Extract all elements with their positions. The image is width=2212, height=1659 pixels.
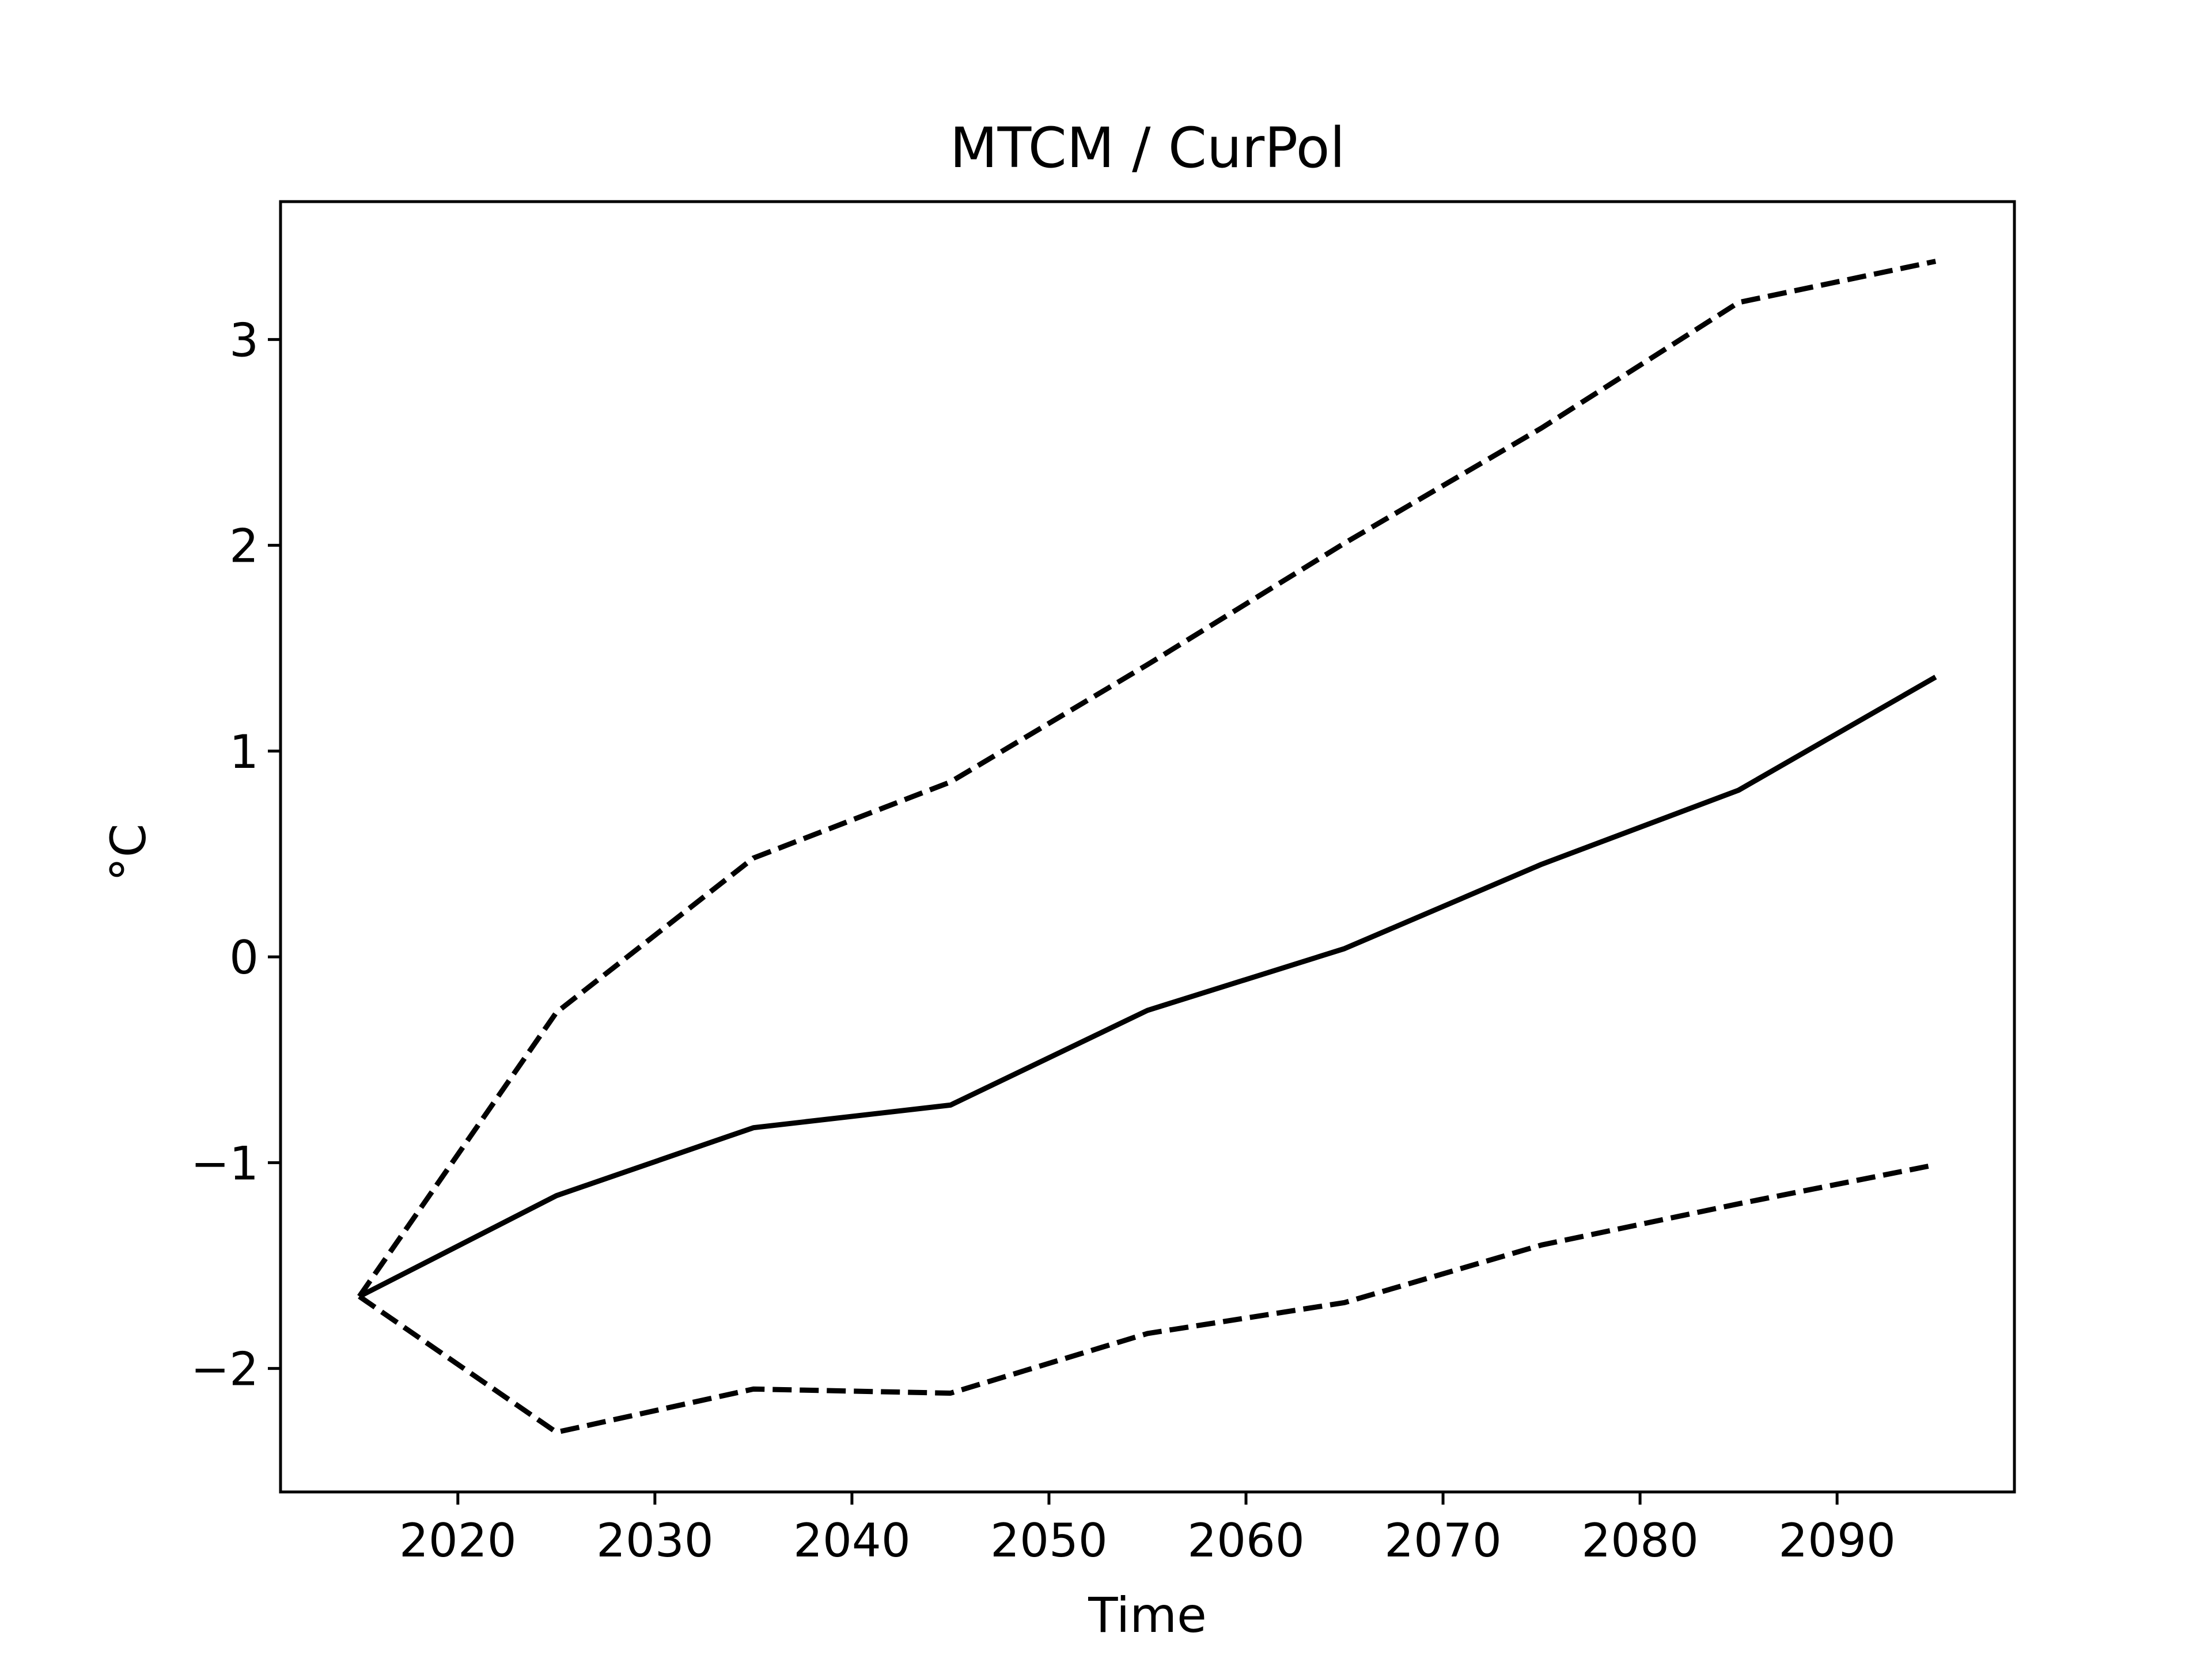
x-tick-label: 2060 [1187,1514,1305,1567]
y-tick-label: −2 [191,1343,259,1396]
y-tick-label: 3 [229,313,259,367]
y-tick-label: −1 [191,1137,259,1190]
x-tick-label: 2090 [1778,1514,1896,1567]
x-axis-label: Time [1088,1587,1207,1643]
series-line-2-solid [358,675,1937,1299]
x-tick-label: 2040 [793,1514,911,1567]
x-axis-ticks: 2020 2030 2040 2050 2060 2070 2080 2090 [399,1492,1896,1567]
x-tick-label: 2070 [1384,1514,1502,1567]
x-tick-label: 2030 [596,1514,714,1567]
y-tick-label: 0 [229,931,259,984]
series-line-3-dashed [358,1162,1937,1435]
series-line-1-dashed [357,259,1937,1298]
y-axis-label: °C [100,824,157,882]
y-tick-label: 1 [229,725,259,779]
x-tick-label: 2080 [1581,1514,1699,1567]
y-axis-ticks: −2 −1 0 1 2 3 [191,313,281,1396]
axes-frame [279,200,2016,1494]
x-tick-label: 2050 [990,1514,1108,1567]
x-tick-label: 2020 [399,1514,517,1567]
series-lines [357,259,1937,1435]
chart-title: MTCM / CurPol [950,116,1345,180]
y-tick-label: 2 [229,520,259,573]
